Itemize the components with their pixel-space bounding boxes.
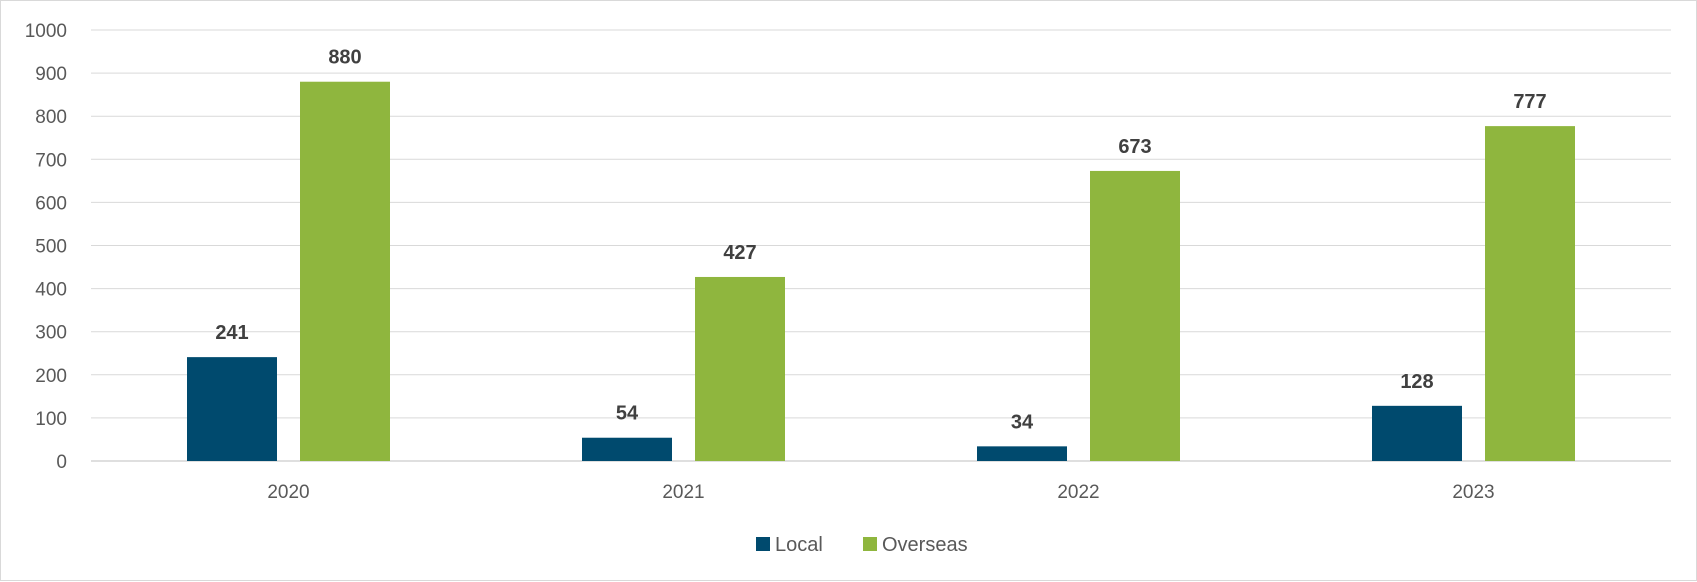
legend-label-overseas: Overseas (882, 534, 968, 556)
y-tick-label: 600 (35, 193, 67, 214)
bar-local-2020 (187, 357, 277, 461)
bars (187, 81, 1575, 461)
data-labels: 241 880 54 427 34 673 128 777 (215, 47, 1546, 434)
x-tick-label: 2022 (1057, 482, 1099, 503)
data-label-overseas-2022: 673 (1118, 136, 1151, 158)
y-tick-label: 500 (35, 237, 67, 258)
bar-overseas-2021 (695, 276, 785, 461)
y-tick-label: 100 (35, 409, 67, 430)
y-tick-label: 0 (56, 452, 67, 473)
bar-overseas-2020 (300, 81, 390, 461)
y-tick-label: 700 (35, 150, 67, 171)
bar-overseas-2022 (1090, 170, 1180, 461)
data-label-local-2023: 128 (1400, 371, 1433, 393)
y-tick-label: 1000 (25, 21, 67, 42)
x-axis-ticks: 2020 2021 2022 2023 (267, 482, 1494, 503)
y-tick-label: 800 (35, 107, 67, 128)
y-tick-label: 900 (35, 64, 67, 85)
data-label-overseas-2023: 777 (1513, 91, 1546, 113)
data-label-local-2021: 54 (616, 403, 639, 425)
bar-local-2023 (1372, 405, 1462, 461)
y-tick-label: 200 (35, 366, 67, 387)
legend-label-local: Local (775, 534, 823, 556)
bar-overseas-2023 (1485, 126, 1575, 461)
data-label-overseas-2021: 427 (723, 242, 756, 264)
legend: Local Overseas (756, 534, 968, 556)
x-tick-label: 2020 (267, 482, 309, 503)
bar-local-2022 (977, 446, 1067, 461)
legend-swatch-overseas (863, 537, 877, 551)
legend-swatch-local (756, 537, 770, 551)
data-label-local-2020: 241 (215, 322, 248, 344)
y-tick-label: 300 (35, 323, 67, 344)
y-tick-label: 400 (35, 280, 67, 301)
data-label-local-2022: 34 (1011, 411, 1034, 433)
data-label-overseas-2020: 880 (328, 47, 361, 69)
x-tick-label: 2021 (662, 482, 704, 503)
bar-local-2021 (582, 437, 672, 461)
y-axis-ticks: 0 100 200 300 400 500 600 700 800 900 1000 (25, 21, 67, 473)
x-tick-label: 2023 (1452, 482, 1494, 503)
